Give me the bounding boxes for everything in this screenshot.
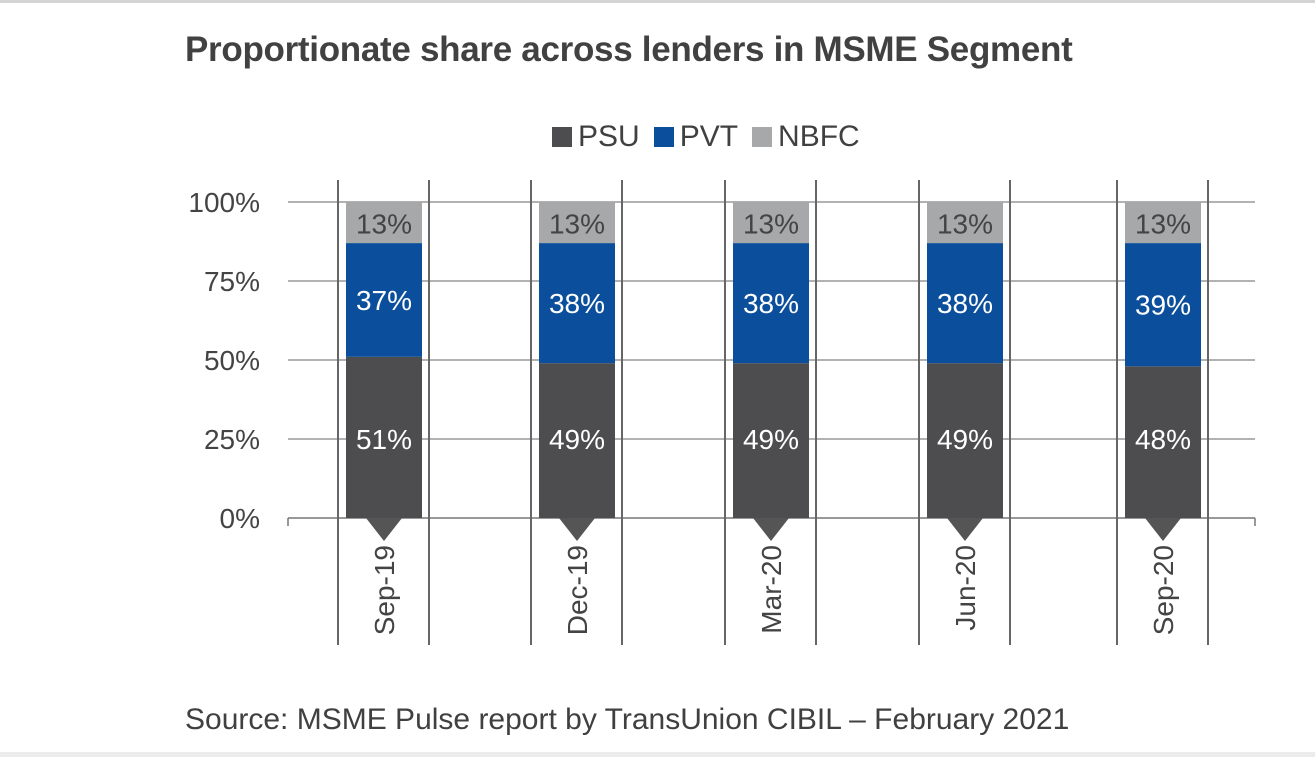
bar-nbfc [733, 202, 809, 244]
x-tick-label: Dec-19 [562, 545, 593, 635]
legend-swatch-psu [552, 127, 572, 147]
x-tick-label: Jun-20 [950, 545, 981, 631]
bar-psu [346, 356, 422, 518]
bar-psu [927, 363, 1003, 518]
legend-label-nbfc: NBFC [778, 120, 860, 153]
bar-pvt [1125, 243, 1201, 367]
legend-swatch-pvt [653, 127, 674, 147]
category-pointer [1145, 518, 1181, 541]
bar-nbfc [1125, 202, 1201, 244]
chart-title: Proportionate share across lenders in MS… [185, 30, 1073, 69]
x-tick-label: Sep-19 [369, 545, 400, 635]
bar-pvt [539, 243, 615, 364]
bar-pvt [927, 243, 1003, 364]
data-label-psu: 49% [743, 424, 799, 455]
data-label-nbfc: 13% [1135, 209, 1191, 240]
x-tick-label: Mar-20 [756, 545, 787, 634]
data-label-pvt: 38% [937, 288, 993, 319]
y-tick-label: 100% [188, 187, 260, 218]
data-label-psu: 49% [549, 424, 605, 455]
bar-pvt [346, 243, 422, 357]
legend-swatch-nbfc [752, 127, 773, 147]
data-label-pvt: 37% [356, 285, 412, 316]
bar-nbfc [927, 202, 1003, 244]
data-label-pvt: 38% [549, 288, 605, 319]
category-pointer [366, 518, 402, 541]
category-pointer [753, 518, 789, 541]
data-label-pvt: 38% [743, 288, 799, 319]
data-label-nbfc: 13% [937, 209, 993, 240]
data-label-nbfc: 13% [743, 209, 799, 240]
x-tick-label: Sep-20 [1148, 545, 1179, 635]
bar-psu [539, 363, 615, 518]
category-pointer [559, 518, 595, 541]
source-note: Source: MSME Pulse report by TransUnion … [185, 703, 1070, 736]
data-label-pvt: 39% [1135, 290, 1191, 321]
data-label-psu: 48% [1135, 424, 1191, 455]
bar-nbfc [346, 202, 422, 244]
data-label-nbfc: 13% [549, 209, 605, 240]
bottom-border [0, 752, 1315, 757]
bar-psu [733, 363, 809, 518]
legend-label-pvt: PVT [679, 120, 739, 153]
bar-pvt [733, 243, 809, 364]
y-tick-label: 75% [204, 266, 260, 297]
y-tick-label: 25% [204, 424, 260, 455]
legend-item-pvt: PVT [653, 120, 739, 154]
legend: PSU PVT NBFC [552, 120, 860, 154]
category-pointer [947, 518, 983, 541]
legend-item-psu: PSU [552, 120, 640, 154]
top-border [0, 0, 1315, 3]
bar-nbfc [539, 202, 615, 244]
legend-item-nbfc: NBFC [752, 120, 860, 154]
y-tick-label: 0% [220, 503, 260, 534]
bar-psu [1125, 366, 1201, 518]
data-label-nbfc: 13% [356, 209, 412, 240]
y-tick-label: 50% [204, 345, 260, 376]
data-label-psu: 49% [937, 424, 993, 455]
data-label-psu: 51% [356, 424, 412, 455]
legend-label-psu: PSU [578, 120, 640, 153]
